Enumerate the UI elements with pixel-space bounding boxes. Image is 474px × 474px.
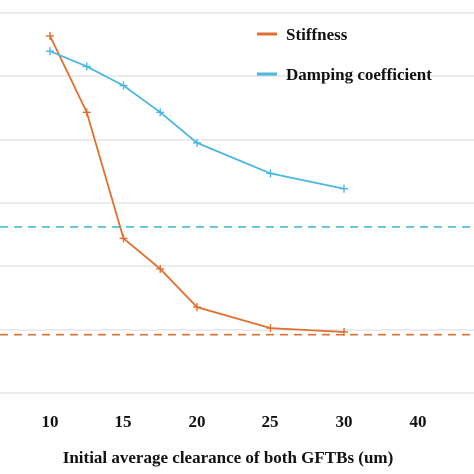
legend: Stiffness Damping coefficient [257, 25, 432, 84]
data-point-0-0 [46, 31, 54, 40]
data-point-1-0 [46, 47, 54, 56]
x-tick-labels: 10 15 20 25 30 40 [42, 412, 427, 431]
x-tick-label-0: 10 [42, 412, 59, 431]
x-tick-label-2: 20 [189, 412, 206, 431]
data-point-0-4 [193, 303, 201, 312]
reference-lines [0, 226, 474, 336]
legend-label-0: Stiffness [286, 25, 348, 44]
data-point-0-5 [266, 324, 275, 333]
series-markers [46, 31, 348, 336]
x-tick-label-5: 40 [410, 412, 427, 431]
grid-lines [0, 12, 474, 394]
legend-label-1: Damping coefficient [286, 65, 432, 84]
x-tick-label-1: 15 [115, 412, 132, 431]
x-tick-label-3: 25 [262, 412, 279, 431]
data-point-0-1 [82, 108, 91, 117]
data-point-1-6 [340, 184, 348, 193]
data-point-1-4 [193, 138, 201, 147]
data-point-0-6 [340, 327, 348, 336]
data-point-0-3 [156, 264, 165, 273]
data-point-1-1 [82, 62, 91, 71]
data-point-1-3 [156, 108, 165, 117]
data-point-1-2 [119, 81, 128, 90]
data-point-0-2 [119, 234, 128, 243]
x-axis-title: Initial average clearance of both GFTBs … [63, 448, 394, 467]
x-tick-label-4: 30 [336, 412, 353, 431]
data-point-1-5 [266, 169, 275, 178]
